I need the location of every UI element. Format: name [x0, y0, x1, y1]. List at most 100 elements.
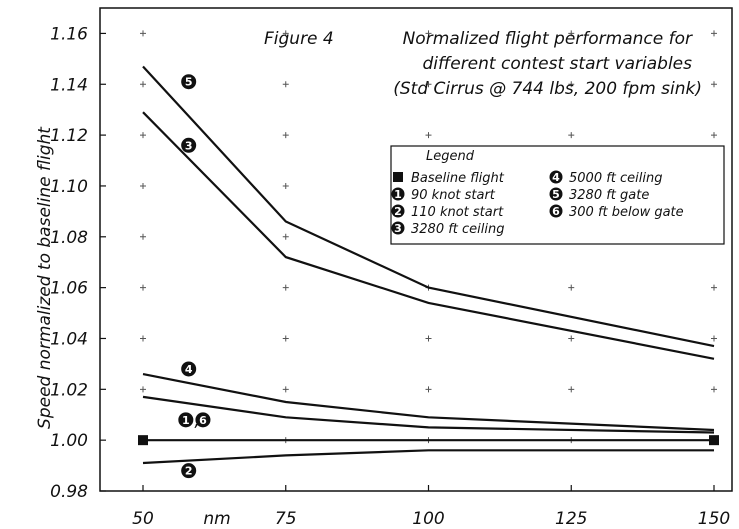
grid-plus-mark [711, 386, 717, 393]
legend-marker-4-label: 4 [552, 171, 560, 184]
series-marker-6-label: 6 [199, 414, 207, 427]
grid-plus-mark [140, 335, 146, 342]
legend-marker-6 [549, 204, 563, 218]
legend-marker-4 [549, 170, 563, 184]
grid-plus-mark [425, 386, 432, 393]
grid-plus-mark [282, 132, 289, 139]
grid-plus-mark [711, 132, 717, 139]
y-tick-label: 1.08 [50, 228, 88, 248]
series-marker-3-label: 3 [185, 139, 193, 152]
series-marker-separator: , [194, 411, 199, 431]
series-marker-6 [195, 412, 211, 428]
grid-plus-mark [711, 30, 717, 37]
grid-plus-mark [140, 81, 146, 88]
grid-plus-mark [425, 335, 432, 342]
series-marker-1-label: 1 [182, 414, 190, 427]
legend-marker-2-label: 2 [394, 205, 402, 218]
legend-marker-3-label: 3 [394, 222, 402, 235]
legend-square-icon [393, 172, 403, 182]
grid-plus-mark [568, 30, 575, 37]
series-line-4 [142, 373, 715, 432]
legend-entries: Baseline flight 1 90 knot start 2 110 knot s… [391, 170, 684, 237]
grid-plus-mark [140, 182, 146, 189]
legend-entry-label: 5000 ft ceiling [569, 171, 663, 186]
legend-title: Legend [426, 149, 475, 164]
legend-marker-3 [391, 221, 405, 235]
grid-plus-mark [140, 132, 146, 139]
series-line-1-6 [142, 395, 715, 434]
grid-plus-mark [711, 284, 717, 291]
legend: Legend Baseline flight 1 90 knot start 2 110… [390, 145, 725, 245]
x-tick-label: 50 [132, 509, 154, 529]
y-tick-label: 1.16 [50, 24, 88, 44]
series-marker-2 [181, 463, 197, 479]
grid-plus-mark [282, 81, 289, 88]
legend-entry-label: 90 knot start [411, 188, 496, 203]
legend-marker-1 [391, 187, 405, 201]
legend-marker-1-label: 1 [394, 188, 402, 201]
x-tick-label: 100 [412, 509, 444, 529]
series-marker-3 [181, 137, 197, 153]
y-axis: 0.98 1.00 1.02 1.04 1.06 1.08 1.10 1.12 1.14 1.16 [50, 24, 106, 502]
chart-title-line-1: Normalized flight performance for [403, 29, 693, 49]
grid-plus-mark [140, 284, 146, 291]
y-tick-label: 1.02 [50, 380, 88, 400]
grid-plus-mark [282, 30, 289, 37]
x-tick-label: 75 [275, 509, 297, 529]
y-tick-label: 1.06 [50, 279, 88, 299]
grid-plus-mark [282, 182, 289, 189]
x-axis: 50 75 100 125 150 [132, 485, 730, 529]
grid-plus-mark [568, 284, 575, 291]
grid-plus-mark [425, 30, 432, 37]
x-tick-label: 150 [698, 509, 730, 529]
series-labels: 5 3 4 1 6 2, [178, 74, 211, 479]
y-tick-label: 1.00 [50, 431, 88, 451]
figure-caption: Figure 4 Normalized flight performance f… [264, 29, 702, 99]
legend-marker-5 [549, 187, 563, 201]
grid-plus-mark [568, 132, 575, 139]
x-axis-title: nm [203, 509, 230, 529]
y-tick-label: 1.04 [50, 329, 88, 349]
legend-entry-label: 3280 ft ceiling [411, 222, 505, 237]
legend-entry-label: 300 ft below gate [569, 205, 684, 220]
figure-number: Figure 4 [264, 29, 334, 49]
series-line-3 [142, 111, 715, 360]
y-tick-label: 0.98 [50, 482, 88, 502]
grid-plus-mark [282, 386, 289, 393]
series-marker-5 [181, 74, 197, 90]
series-line-2 [142, 449, 714, 465]
legend-marker-5-label: 5 [552, 188, 560, 201]
grid-plus-mark [282, 284, 289, 291]
chart-title-line-3: (Std Cirrus @ 744 lbs, 200 fpm sink) [393, 79, 702, 99]
grid-plus-mark [568, 386, 575, 393]
grid-plus-mark [282, 335, 289, 342]
grid-plus-mark [711, 335, 717, 342]
x-tick-label: 125 [555, 509, 587, 529]
legend-entry-label: 3280 ft gate [569, 188, 649, 203]
grid-plus-mark [425, 81, 432, 88]
series-marker-2-label: 2 [185, 465, 193, 478]
legend-marker-2 [391, 204, 405, 218]
y-tick-label: 1.10 [50, 177, 88, 197]
grid-plus-mark [568, 81, 575, 88]
y-tick-label: 1.12 [50, 126, 88, 146]
y-tick-label: 1.14 [50, 75, 88, 95]
baseline-point [138, 435, 148, 446]
series-marker-5-label: 5 [185, 76, 193, 89]
grid-plus-mark [711, 81, 717, 88]
series-line-5 [142, 65, 715, 348]
series-marker-4-label: 4 [185, 363, 193, 376]
grid-plus-mark [282, 233, 289, 240]
series [138, 65, 719, 465]
series-marker-4 [181, 361, 197, 377]
plot-frame [99, 7, 733, 492]
chart-title-line-2: different contest start variables [422, 54, 692, 74]
grid-plus-mark [140, 386, 146, 393]
grid-plus-mark [140, 30, 146, 37]
y-axis-title: Speed normalized to baseline flight [35, 126, 55, 429]
grid-plus-mark [425, 132, 432, 139]
legend-entry-label: 110 knot start [411, 205, 504, 220]
grid-plus-mark [568, 335, 575, 342]
legend-marker-6-label: 6 [552, 205, 560, 218]
